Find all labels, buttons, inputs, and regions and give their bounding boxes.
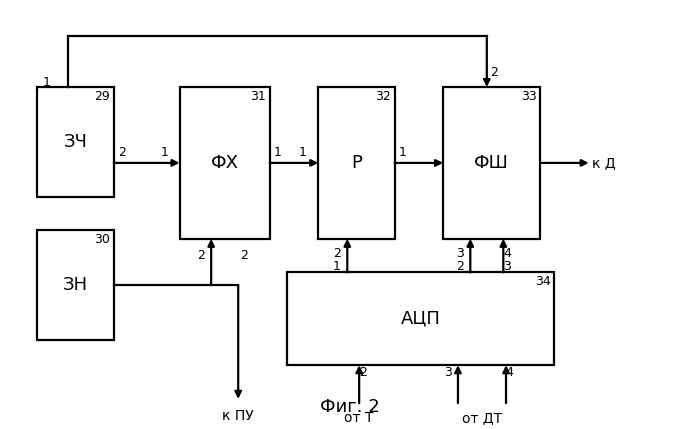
Text: 2: 2 [490,66,498,79]
Text: 2: 2 [456,260,464,273]
Text: от T: от T [345,411,374,425]
Text: к Д: к Д [592,156,616,170]
Text: ЗЧ: ЗЧ [64,133,87,151]
Text: ФХ: ФХ [210,154,238,172]
Bar [38,87,114,196]
Text: Фиг. 2: Фиг. 2 [319,398,380,416]
Text: 2: 2 [240,249,247,262]
Text: 2: 2 [359,366,367,379]
Bar [318,87,394,239]
Text: 4: 4 [503,247,512,260]
Bar [287,272,554,365]
Text: 1: 1 [299,146,307,159]
Text: 30: 30 [94,233,110,246]
Text: 1: 1 [43,76,50,89]
Text: к ПУ: к ПУ [222,409,254,423]
Text: от ДT: от ДT [462,411,502,425]
Text: 31: 31 [250,90,266,103]
Text: 33: 33 [521,90,537,103]
Text: Р: Р [351,154,362,172]
Text: 3: 3 [456,247,464,260]
Text: 2: 2 [118,146,126,159]
Bar [38,230,114,340]
Bar [443,87,540,239]
Text: 3: 3 [444,366,452,379]
Text: 4: 4 [505,366,513,379]
Text: ЗН: ЗН [63,276,88,294]
Text: 1: 1 [333,260,341,273]
Text: 3: 3 [503,260,512,273]
Text: 32: 32 [375,90,391,103]
Text: ФШ: ФШ [474,154,509,172]
Text: АЦП: АЦП [401,310,440,328]
Text: 2: 2 [197,249,205,262]
Text: 2: 2 [333,247,341,260]
Bar [180,87,270,239]
Text: 1: 1 [274,146,282,159]
Text: 29: 29 [94,90,110,103]
Text: 34: 34 [535,275,551,288]
Text: 1: 1 [160,146,168,159]
Text: 1: 1 [399,146,407,159]
